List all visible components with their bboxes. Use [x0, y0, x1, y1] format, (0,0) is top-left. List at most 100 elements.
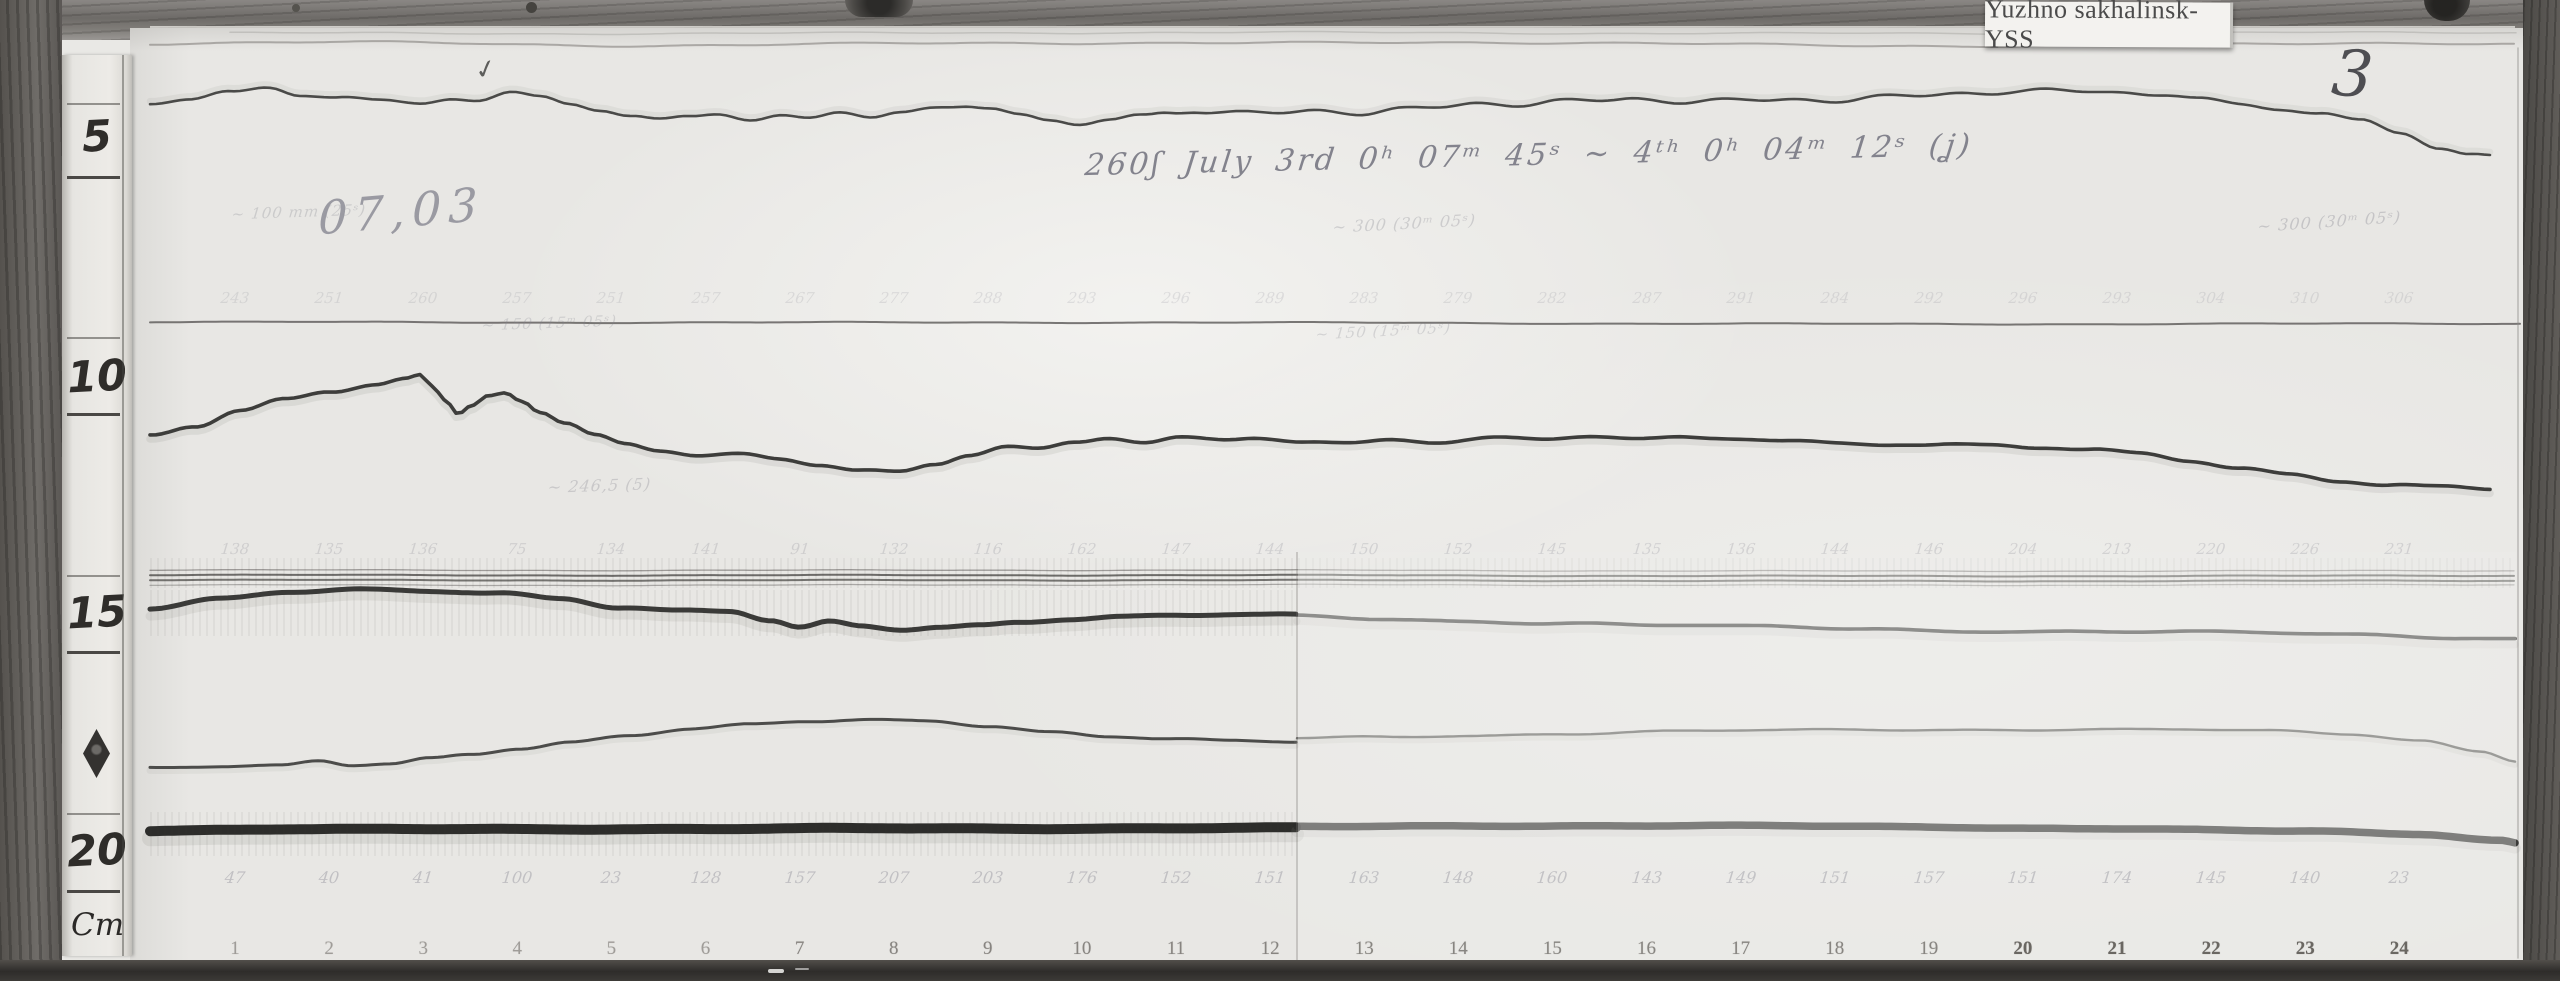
ruler-box-line [67, 575, 120, 577]
hour-label-6: 6 [700, 938, 711, 959]
scan-seam-line [1296, 552, 1298, 962]
hour-label-13: 13 [1354, 938, 1374, 959]
hour-label-1: 1 [230, 938, 240, 959]
faint-value-row1: 243 [219, 289, 251, 307]
trace-5 [1293, 821, 2519, 847]
faint-value-row3: 207 [877, 868, 910, 887]
faint-value-row3: 23 [2388, 868, 2411, 887]
wood-panel-left [0, 0, 62, 981]
faint-value-row3: 163 [1347, 868, 1381, 887]
faint-value-row3: 203 [971, 868, 1005, 887]
faint-value-row1: 293 [1066, 289, 1098, 307]
faint-value-row2: 213 [2101, 540, 2133, 558]
hour-label-16: 16 [1637, 938, 1656, 959]
faint-value-row2: 91 [789, 540, 811, 558]
push-pin-icon [845, 0, 913, 17]
trace-3-ghost [145, 591, 1301, 642]
hour-label-4: 4 [512, 938, 523, 959]
faint-value-row3: 160 [1536, 868, 1569, 887]
faint-value-row2: 152 [1443, 540, 1474, 558]
faint-value-row2: 150 [1348, 540, 1380, 558]
ruler-number-10: 10 [65, 350, 129, 404]
trace-5-ghost [1291, 824, 2521, 854]
station-label-plate: Yuzhno sakhalinsk-YSS [1985, 0, 2234, 53]
faint-value-row3: 151 [1818, 868, 1851, 887]
trace-4 [1295, 727, 2517, 763]
faint-value-row1: 257 [690, 289, 721, 307]
station-name: Yuzhno sakhalinsk-YSS [1984, 0, 2199, 54]
hour-label-22: 22 [2201, 938, 2221, 959]
double-line-d [149, 583, 2515, 587]
hour-label-17: 17 [1731, 938, 1751, 959]
screw-icon [526, 2, 537, 13]
faint-value-row3: 40 [317, 868, 341, 887]
timing-band-texture [150, 812, 1298, 856]
faint-value-row1: 310 [2289, 289, 2321, 307]
screw-icon [292, 4, 300, 12]
ruler-box-line [67, 103, 120, 105]
faint-value-row2: 144 [1819, 540, 1850, 558]
faint-value-row3: 176 [1065, 868, 1099, 887]
trace-5-ghost [142, 826, 1304, 847]
faint-value-row1: 291 [1725, 289, 1756, 307]
sheet-number: 3 [2328, 36, 2376, 114]
double-line-b [149, 573, 2515, 578]
hour-label-9: 9 [983, 938, 993, 959]
faint-value-row2: 136 [1725, 540, 1756, 558]
faint-value-row2: 134 [596, 540, 627, 558]
faint-value-row1: 267 [784, 289, 815, 307]
hour-label-14: 14 [1448, 938, 1468, 959]
cm-ruler: Cm 5 10 15 20 [62, 55, 132, 956]
trace-4-ghost [146, 718, 1300, 774]
faint-value-row3: 151 [2006, 868, 2040, 887]
ruler-unit-label: Cm [71, 907, 125, 943]
faint-value-row3: 100 [501, 868, 534, 887]
faint-value-row1: 251 [313, 289, 345, 307]
faint-value-row2: 220 [2195, 540, 2227, 558]
faint-value-row1: 251 [596, 289, 627, 307]
faint-value-row2: 145 [1537, 540, 1568, 558]
faint-value-row2: 135 [1631, 540, 1662, 558]
ruler-cm-line [67, 413, 120, 416]
hour-label-8: 8 [888, 938, 899, 959]
wood-panel-bottom [0, 960, 2560, 981]
hour-label-21: 21 [2107, 938, 2127, 959]
hour-label-11: 11 [1166, 938, 1186, 959]
faint-pencil-note: ~ 246,5 (5) [546, 474, 653, 497]
faint-value-row1: 296 [1160, 289, 1192, 307]
hour-label-15: 15 [1542, 938, 1562, 959]
faint-value-row3: 157 [1912, 868, 1946, 887]
faint-value-row1: 282 [1537, 289, 1568, 307]
faint-value-row2: 204 [2007, 540, 2039, 558]
trace-3-ghost [1293, 617, 2519, 649]
trace-3 [1295, 613, 2517, 641]
faint-value-row2: 136 [407, 540, 439, 558]
faint-value-row3: 128 [689, 868, 722, 887]
hour-label-24: 24 [2389, 938, 2409, 959]
faint-value-row1: 284 [1819, 289, 1850, 307]
timing-band-texture [150, 558, 2516, 588]
faint-value-row2: 116 [972, 540, 1004, 558]
faint-value-row2: 135 [313, 540, 345, 558]
faint-value-row3: 145 [2194, 868, 2228, 887]
faint-value-row2: 231 [2384, 540, 2415, 558]
faint-value-row3: 47 [223, 868, 247, 887]
faint-value-row1: 289 [1254, 289, 1286, 307]
ruler-cm-line [67, 651, 120, 654]
trace-4 [148, 717, 1298, 769]
faint-value-row3: 149 [1724, 868, 1757, 887]
ruler-cm-line [67, 890, 120, 893]
faint-value-row3: 151 [1253, 868, 1287, 887]
faint-value-row3: 23 [600, 868, 623, 887]
faint-value-row1: 288 [972, 289, 1004, 307]
ruler-number-15: 15 [65, 586, 129, 640]
ruler-diamond-marker [83, 729, 110, 778]
hour-label-23: 23 [2295, 938, 2315, 959]
faint-value-row1: 304 [2195, 289, 2227, 307]
faint-value-row3: 148 [1442, 868, 1475, 887]
scan-seam-light-area [1298, 552, 2516, 962]
faint-value-row1: 287 [1631, 289, 1662, 307]
trace-1 [148, 86, 2492, 157]
faint-value-row1: 277 [878, 289, 909, 307]
